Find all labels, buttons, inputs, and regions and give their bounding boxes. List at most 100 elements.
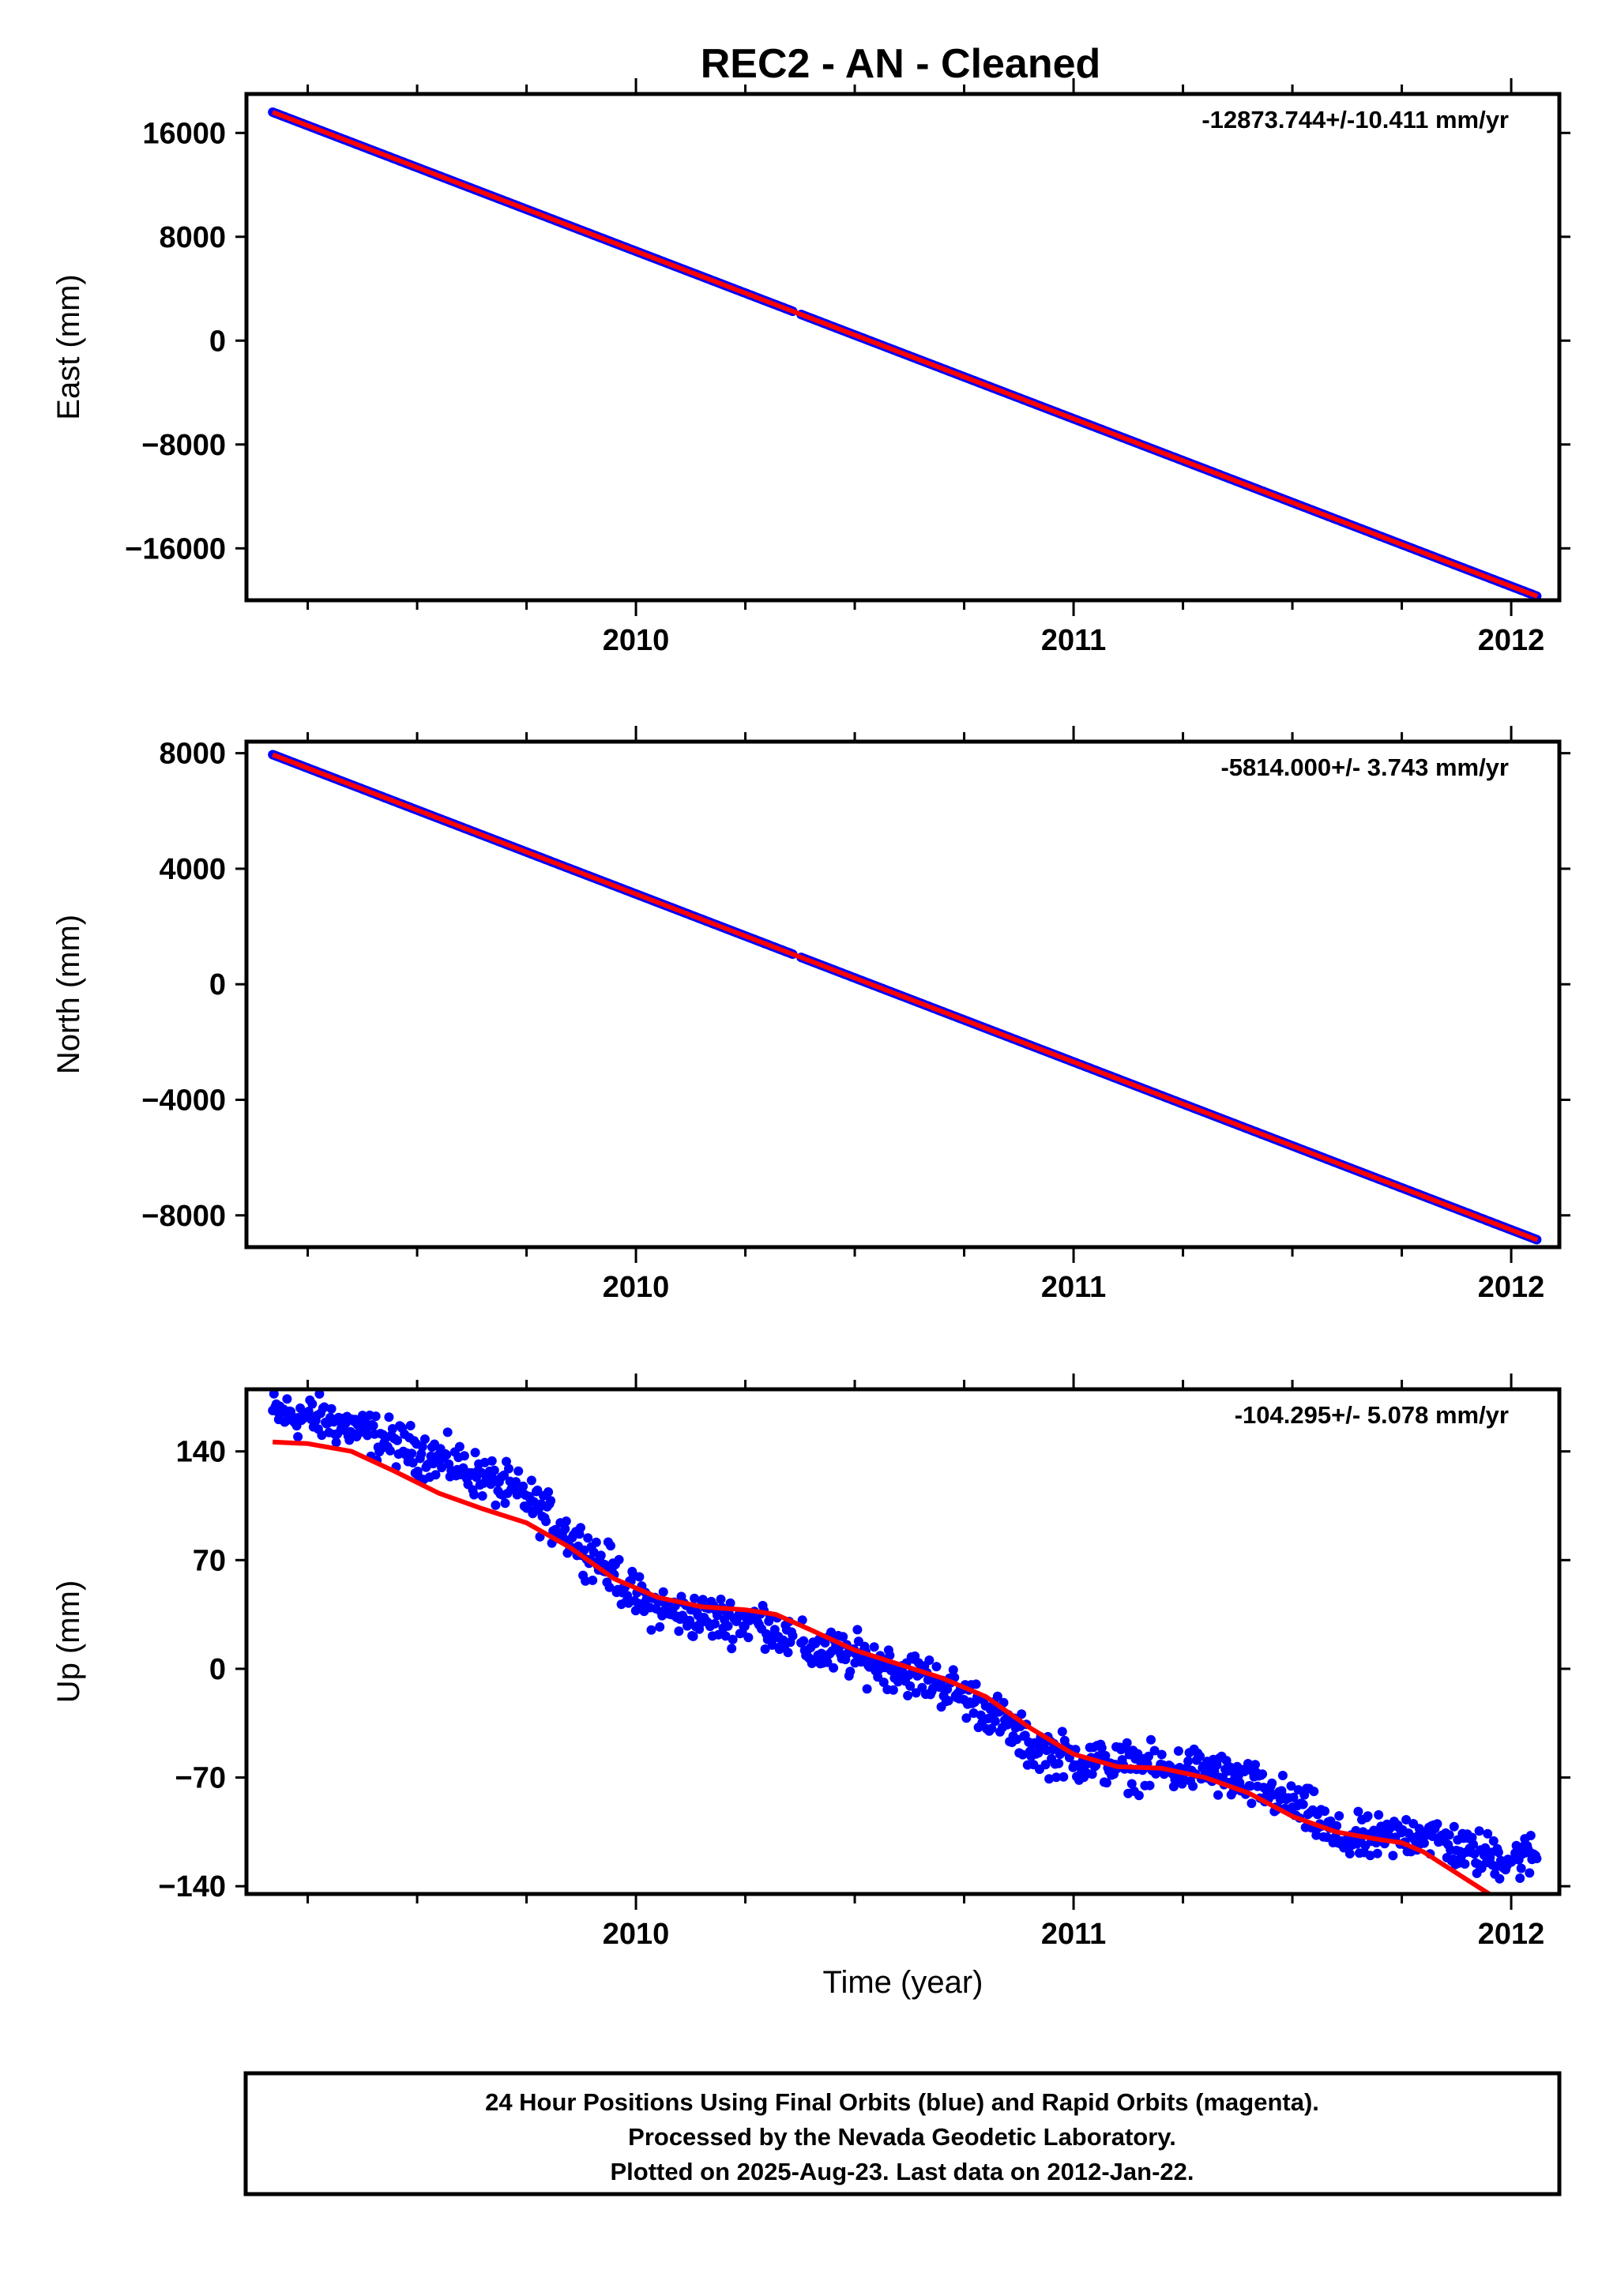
data-point — [838, 1632, 848, 1642]
data-point — [767, 1640, 777, 1650]
data-point — [1460, 1859, 1470, 1869]
data-point — [479, 1457, 490, 1467]
data-point — [1044, 1774, 1055, 1784]
data-point — [1096, 1743, 1107, 1753]
data-point — [528, 1497, 539, 1507]
y-tick-label: −16000 — [125, 532, 226, 566]
data-point — [1298, 1799, 1308, 1809]
data-point — [596, 1550, 606, 1561]
data-point — [589, 1547, 599, 1558]
data-point — [614, 1554, 624, 1565]
plot-area — [268, 1389, 1542, 1894]
data-point — [1245, 1781, 1255, 1791]
data-point — [532, 1485, 543, 1495]
data-point — [1493, 1847, 1503, 1858]
data-point — [560, 1524, 570, 1534]
data-point — [634, 1572, 645, 1582]
data-point — [658, 1587, 668, 1597]
data-point — [1250, 1760, 1260, 1770]
data-point — [500, 1498, 510, 1509]
data-point — [1059, 1772, 1069, 1782]
data-point — [1017, 1749, 1028, 1760]
y-tick-label: 16000 — [142, 117, 226, 150]
data-point — [1320, 1806, 1329, 1817]
data-point — [416, 1449, 427, 1459]
data-point — [307, 1399, 318, 1409]
panel-up: 140 70 0 −70 −140 2010 2011 2012 Up (mm) Time (ye… — [51, 1373, 1570, 2000]
axes-frame — [244, 92, 1562, 603]
panel-north: 8000 4000 0 −4000 −8000 2010 2011 2012 North (mm… — [51, 726, 1570, 1304]
data-point — [363, 1430, 373, 1441]
data-point — [499, 1470, 509, 1480]
data-point — [931, 1662, 942, 1672]
data-point — [405, 1421, 416, 1430]
data-point — [526, 1475, 536, 1486]
data-point — [511, 1477, 521, 1487]
data-point — [1309, 1787, 1319, 1797]
y-tick-label: 0 — [209, 325, 226, 358]
y-tick-label: 8000 — [159, 738, 226, 771]
data-point — [788, 1631, 798, 1641]
data-point — [370, 1411, 381, 1422]
data-point — [1483, 1828, 1493, 1839]
data-point — [622, 1591, 633, 1601]
data-point — [869, 1642, 879, 1652]
x-tick-label: 2011 — [1041, 1918, 1106, 1951]
data-point — [579, 1545, 589, 1555]
y-tick-label: −4000 — [141, 1084, 226, 1117]
data-point — [1277, 1771, 1288, 1780]
data-point — [728, 1634, 738, 1644]
data-point — [331, 1437, 341, 1448]
y-tick-label: −70 — [175, 1762, 226, 1795]
data-point — [604, 1582, 615, 1592]
axes-frame — [244, 739, 1562, 1249]
data-point — [282, 1394, 292, 1404]
data-point — [576, 1523, 585, 1533]
data-point — [961, 1713, 972, 1723]
footer-line-1: 24 Hour Positions Using Final Orbits (bl… — [485, 2088, 1319, 2116]
data-point — [326, 1404, 337, 1414]
data-point — [1145, 1780, 1155, 1791]
rate-label: -104.295+/- 5.078 mm/yr — [1235, 1401, 1509, 1429]
data-point — [1247, 1798, 1257, 1809]
data-point — [1267, 1778, 1277, 1788]
data-point — [888, 1685, 898, 1695]
data-point — [1012, 1734, 1022, 1745]
data-point — [317, 1430, 327, 1441]
x-tick-label: 2010 — [603, 1918, 670, 1951]
data-point — [581, 1576, 591, 1586]
x-tick-label: 2012 — [1478, 624, 1545, 657]
data-point — [1243, 1759, 1253, 1768]
data-point — [760, 1644, 770, 1654]
data-point — [442, 1427, 453, 1437]
data-point — [1353, 1806, 1363, 1817]
y-tick-label: −140 — [158, 1870, 226, 1903]
data-point — [725, 1598, 735, 1608]
data-point — [1374, 1809, 1384, 1820]
data-point — [655, 1621, 665, 1632]
data-point — [1168, 1782, 1179, 1791]
y-axis-label: East (mm) — [51, 274, 86, 419]
data-point — [1525, 1831, 1536, 1840]
data-point — [716, 1594, 726, 1604]
data-point — [561, 1516, 571, 1526]
data-point — [878, 1678, 889, 1687]
data-point — [948, 1665, 958, 1675]
data-point — [829, 1663, 839, 1673]
data-point — [943, 1696, 953, 1706]
data-point — [1363, 1811, 1373, 1821]
data-point — [583, 1533, 593, 1543]
data-point — [1419, 1838, 1429, 1848]
data-point — [1101, 1778, 1111, 1788]
data-point — [1495, 1873, 1505, 1884]
data-point — [674, 1626, 684, 1637]
data-point — [606, 1541, 615, 1551]
data-point — [797, 1615, 807, 1625]
data-point — [698, 1595, 708, 1605]
data-point — [384, 1412, 394, 1422]
y-tick-label: 4000 — [159, 853, 226, 886]
data-point — [1100, 1750, 1111, 1761]
data-point — [513, 1466, 524, 1476]
